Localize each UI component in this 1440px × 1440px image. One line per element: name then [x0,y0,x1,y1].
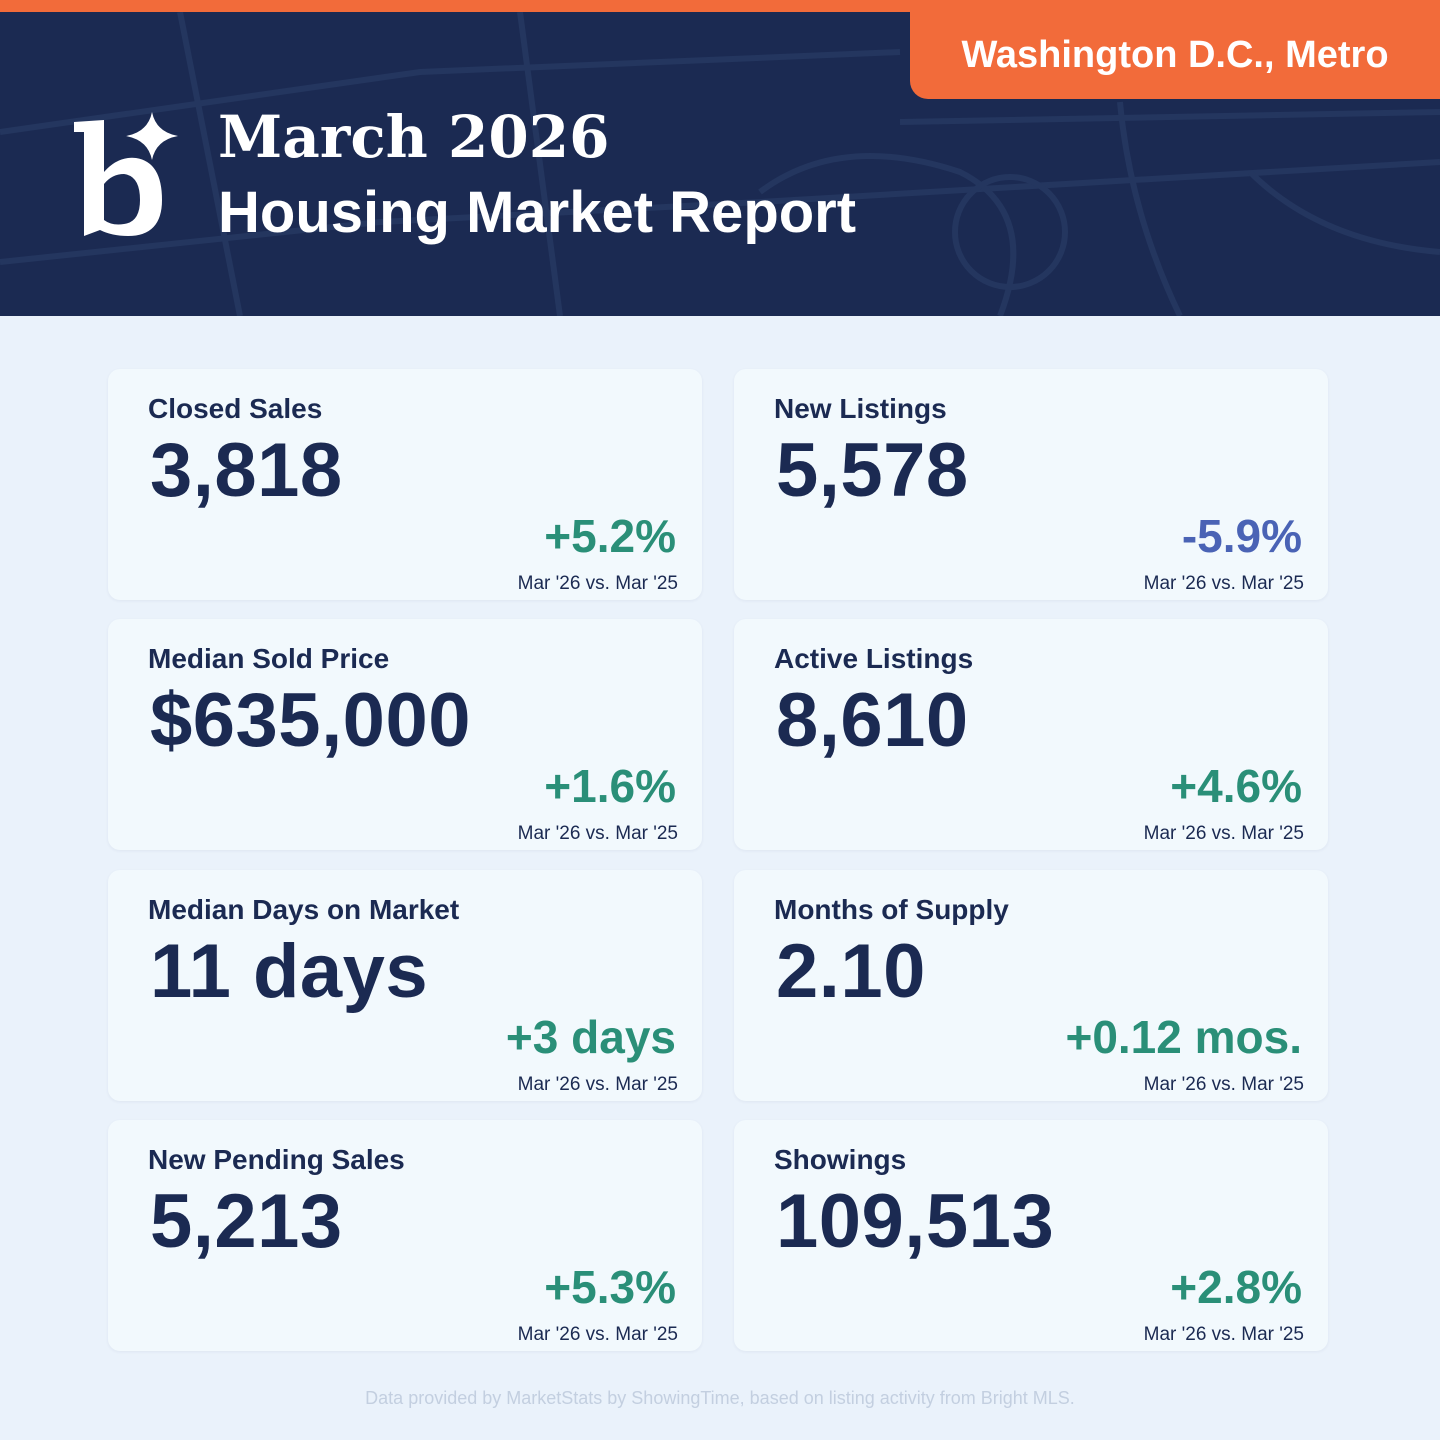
metric-label: Median Sold Price [148,643,390,674]
metric-card-new-pending-sales: New Pending Sales 5,213 +5.3% Mar '26 vs… [108,1120,702,1351]
metric-change: -5.9% [1181,510,1302,562]
metric-label: Closed Sales [148,393,323,424]
metric-change: +3 days [505,1011,676,1063]
metric-comparison-period: Mar '26 vs. Mar '25 [1143,573,1304,594]
data-source-footnote: Data provided by MarketStats by ShowingT… [365,1388,1075,1408]
metric-label: Showings [774,1144,907,1175]
metric-value: 3,818 [150,428,343,513]
metric-value: 5,578 [776,428,969,513]
map-pattern-background [0,12,1440,316]
metric-value: 8,610 [776,678,969,763]
metric-card-median-sold-price: Median Sold Price $635,000 +1.6% Mar '26… [108,619,702,850]
metric-label: Median Days on Market [148,894,460,925]
metric-label: Months of Supply [774,894,1009,925]
region-tag: Washington D.C., Metro [910,12,1440,99]
report-header: Washington D.C., Metro March 2026 Housin… [0,12,1440,316]
metric-value: 5,213 [150,1179,343,1264]
metric-value: 11 days [150,929,429,1014]
top-accent-bar [0,0,1440,12]
report-title: Housing Market Report [218,180,857,245]
metric-comparison-period: Mar '26 vs. Mar '25 [1143,1074,1304,1095]
report-month-title: March 2026 [218,103,610,171]
metric-card-new-listings: New Listings 5,578 -5.9% Mar '26 vs. Mar… [734,369,1328,600]
metric-value: $635,000 [150,678,471,763]
metric-change: +5.2% [544,510,676,562]
metric-comparison-period: Mar '26 vs. Mar '25 [1143,823,1304,844]
metric-comparison-period: Mar '26 vs. Mar '25 [517,1074,678,1095]
metric-change: +2.8% [1170,1261,1302,1313]
b-sparkle-logo-icon [74,112,178,236]
metric-change: +1.6% [544,760,676,812]
metric-change: +5.3% [544,1261,676,1313]
metric-card-closed-sales: Closed Sales 3,818 +5.2% Mar '26 vs. Mar… [108,369,702,600]
metric-comparison-period: Mar '26 vs. Mar '25 [1143,1324,1304,1345]
metric-value: 2.10 [776,929,926,1014]
metric-card-active-listings: Active Listings 8,610 +4.6% Mar '26 vs. … [734,619,1328,850]
metric-card-months-of-supply: Months of Supply 2.10 +0.12 mos. Mar '26… [734,870,1328,1101]
metric-change: +4.6% [1170,760,1302,812]
metric-label: Active Listings [774,643,974,674]
metric-card-median-days-on-market: Median Days on Market 11 days +3 days Ma… [108,870,702,1101]
metric-change: +0.12 mos. [1065,1011,1302,1063]
metric-comparison-period: Mar '26 vs. Mar '25 [517,1324,678,1345]
metric-label: New Pending Sales [148,1144,405,1175]
metric-comparison-period: Mar '26 vs. Mar '25 [517,823,678,844]
metric-value: 109,513 [776,1179,1055,1264]
metric-label: New Listings [774,393,947,424]
metric-comparison-period: Mar '26 vs. Mar '25 [517,573,678,594]
metric-card-showings: Showings 109,513 +2.8% Mar '26 vs. Mar '… [734,1120,1328,1351]
